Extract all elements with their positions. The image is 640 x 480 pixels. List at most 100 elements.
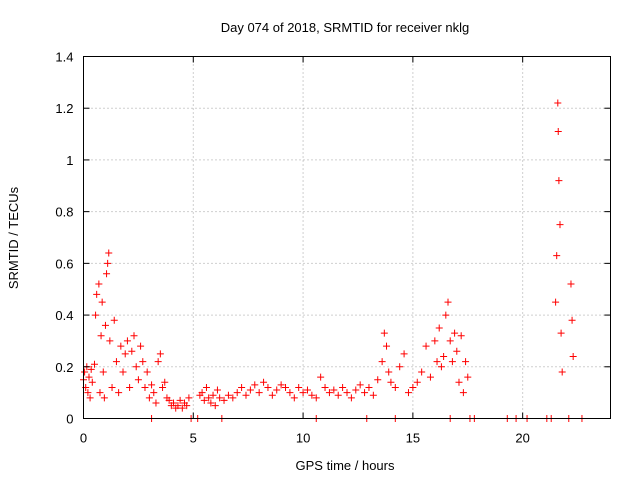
- data-point: [112, 358, 120, 366]
- data-point: [378, 358, 386, 366]
- data-point: [352, 386, 360, 394]
- data-point: [277, 381, 285, 389]
- x-tick-label: 10: [296, 431, 310, 446]
- data-point: [396, 363, 404, 371]
- data-point: [88, 378, 96, 386]
- data-point: [321, 383, 329, 391]
- data-point: [303, 386, 311, 394]
- data-points: [80, 99, 586, 422]
- data-point: [444, 298, 452, 306]
- data-point: [174, 402, 182, 410]
- data-point: [557, 329, 565, 337]
- data-point: [198, 389, 206, 397]
- data-point: [455, 378, 463, 386]
- x-axis-label: GPS time / hours: [296, 458, 395, 473]
- data-point: [553, 252, 561, 260]
- data-point: [137, 342, 145, 350]
- data-point: [119, 368, 127, 376]
- data-point: [435, 324, 443, 332]
- data-point: [110, 316, 118, 324]
- data-point: [462, 358, 470, 366]
- data-point: [282, 383, 290, 391]
- data-point: [422, 342, 430, 350]
- x-tick-label: 15: [406, 431, 420, 446]
- y-tick-label: 1: [66, 153, 73, 168]
- data-point: [108, 383, 116, 391]
- data-point: [216, 394, 224, 402]
- data-point: [123, 337, 131, 345]
- data-point: [170, 399, 178, 407]
- data-point: [213, 386, 221, 394]
- data-point: [361, 389, 369, 397]
- data-point: [87, 365, 95, 373]
- data-point: [97, 332, 105, 340]
- data-point: [325, 389, 333, 397]
- data-point: [334, 391, 342, 399]
- data-point: [202, 383, 210, 391]
- data-point: [229, 394, 237, 402]
- data-point: [273, 386, 281, 394]
- data-point: [409, 383, 417, 391]
- y-tick-label: 1.4: [55, 50, 73, 65]
- data-point: [426, 373, 434, 381]
- data-point: [308, 391, 316, 399]
- data-point: [150, 389, 158, 397]
- data-point: [374, 376, 382, 384]
- data-point: [200, 396, 208, 404]
- data-point: [369, 391, 377, 399]
- data-point: [128, 347, 136, 355]
- data-point: [418, 368, 426, 376]
- data-point: [143, 368, 151, 376]
- y-tick-label: 0.2: [55, 360, 73, 375]
- data-point: [92, 311, 100, 319]
- data-point: [251, 381, 259, 389]
- series-srmtid: [80, 99, 586, 422]
- data-point: [339, 383, 347, 391]
- data-point: [176, 396, 184, 404]
- data-point: [451, 329, 459, 337]
- data-point: [205, 394, 213, 402]
- data-point: [433, 358, 441, 366]
- data-point: [312, 394, 320, 402]
- data-point: [268, 391, 276, 399]
- axes: 0 0.2 0.4 0.6 0.8 1 1.2 1.4 0 5 10 15 20: [55, 50, 611, 446]
- data-point: [130, 332, 138, 340]
- data-point: [431, 337, 439, 345]
- data-point: [242, 391, 250, 399]
- data-point: [90, 360, 98, 368]
- data-point: [165, 396, 173, 404]
- data-point: [260, 378, 268, 386]
- data-point: [400, 350, 408, 358]
- data-point: [413, 378, 421, 386]
- data-point: [115, 389, 123, 397]
- data-point: [286, 389, 294, 397]
- data-point: [554, 127, 562, 135]
- data-point: [103, 270, 111, 278]
- data-point: [238, 383, 246, 391]
- data-point: [299, 389, 307, 397]
- data-point: [391, 383, 399, 391]
- data-point: [95, 280, 103, 288]
- x-tick-label: 5: [190, 431, 197, 446]
- data-point: [448, 358, 456, 366]
- data-point: [85, 373, 93, 381]
- data-point: [86, 394, 94, 402]
- data-point: [558, 368, 566, 376]
- y-tick-label: 0: [66, 412, 73, 427]
- data-point: [569, 352, 577, 360]
- data-point: [209, 391, 217, 399]
- data-point: [224, 391, 232, 399]
- data-point: [330, 386, 338, 394]
- data-point: [568, 316, 576, 324]
- data-point: [464, 373, 472, 381]
- y-axis-label: SRMTID / TECUs: [6, 186, 21, 289]
- data-point: [141, 383, 149, 391]
- data-point: [383, 342, 391, 350]
- data-point: [567, 280, 575, 288]
- data-point: [126, 383, 134, 391]
- data-point: [556, 221, 564, 229]
- data-point: [440, 352, 448, 360]
- data-point: [459, 389, 467, 397]
- data-point: [101, 321, 109, 329]
